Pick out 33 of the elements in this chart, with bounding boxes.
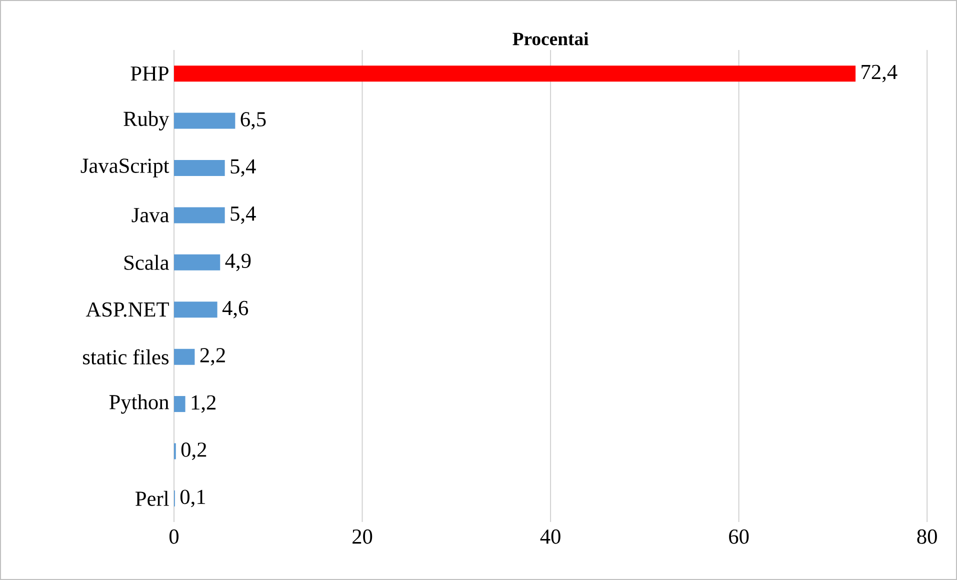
y-tick-label: Java <box>132 208 169 222</box>
y-tick-label: Ruby <box>124 111 170 130</box>
y-tick-label: Scala <box>124 254 169 270</box>
bar <box>174 112 236 129</box>
y-tick-label: ASP.NET <box>86 302 169 317</box>
data-label: 72,4 <box>862 64 898 82</box>
x-tick-label: 60 <box>729 529 749 544</box>
bar <box>174 160 225 176</box>
bar <box>174 254 220 270</box>
data-label: 6,5 <box>240 112 266 130</box>
x-tick-label: 80 <box>917 529 937 544</box>
data-label: 4,9 <box>225 254 251 272</box>
bar <box>174 348 195 365</box>
y-tick-label: JavaScript <box>80 158 170 178</box>
bar <box>174 302 218 318</box>
data-label: 0,2 <box>181 442 206 460</box>
y-tick-label: Perl <box>136 490 169 506</box>
chart-title: Procentai <box>512 32 588 46</box>
x-tick-label: 0 <box>169 529 179 544</box>
x-tick-label: 20 <box>352 529 372 544</box>
y-tick-label: PHP <box>130 66 168 81</box>
bar <box>174 396 186 412</box>
bar <box>174 207 225 224</box>
data-label: 2,2 <box>200 348 225 366</box>
data-label: 4,6 <box>222 300 248 318</box>
y-tick-label: static files <box>83 349 169 364</box>
data-label: 0,1 <box>180 490 206 508</box>
x-tick-label: 40 <box>540 529 560 544</box>
bar <box>174 66 856 82</box>
data-label: 5,4 <box>230 206 256 224</box>
data-label: 5,4 <box>230 159 256 177</box>
data-label: 1,2 <box>192 395 216 413</box>
y-tick-label: Python <box>109 394 169 414</box>
